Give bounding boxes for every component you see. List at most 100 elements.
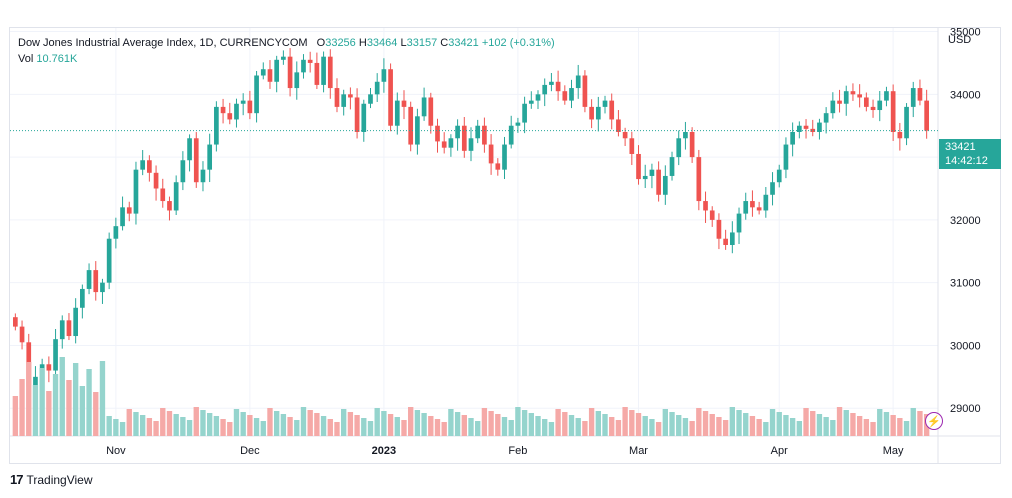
y-tick-label: 35000 xyxy=(950,28,981,39)
candle-body xyxy=(495,163,501,170)
volume-bar xyxy=(568,415,575,436)
volume-bar xyxy=(655,422,662,436)
candle-body xyxy=(843,91,849,104)
volume-bar xyxy=(508,420,514,436)
currency-label[interactable]: USD xyxy=(948,34,972,46)
candle-body xyxy=(676,138,682,158)
volume-bar xyxy=(206,413,213,436)
volume-bar xyxy=(789,418,796,436)
last-price-tag: 33421 14:42:12 xyxy=(939,139,1001,169)
volume-bar xyxy=(528,413,534,436)
volume-bar xyxy=(521,410,528,436)
candle-body xyxy=(910,88,916,107)
candle-body xyxy=(823,113,829,123)
volume-bar xyxy=(334,422,340,436)
candle-body xyxy=(689,132,695,158)
candle-body xyxy=(374,81,380,95)
volume-bar xyxy=(434,419,441,436)
volume-bar xyxy=(173,414,179,436)
candle-body xyxy=(187,138,192,161)
volume-bar xyxy=(213,416,220,436)
candle-body xyxy=(696,157,702,202)
candle-body xyxy=(649,169,655,176)
volume-bar xyxy=(736,410,742,436)
candle-body xyxy=(502,144,507,170)
volume-bar xyxy=(86,369,92,436)
candle-body xyxy=(575,75,581,89)
volume-bar xyxy=(160,408,166,436)
candle-body xyxy=(46,364,52,371)
candle-body xyxy=(870,106,876,111)
volume-bar xyxy=(722,420,729,436)
last-price-value: 33421 xyxy=(945,141,976,153)
volume-bar xyxy=(39,368,45,436)
volume-bar xyxy=(756,419,762,436)
candle-body xyxy=(662,175,668,195)
volume-bar xyxy=(729,407,736,436)
candle-body xyxy=(528,100,534,104)
volume-bar xyxy=(119,422,126,436)
candle-body xyxy=(173,182,179,211)
volume-bar xyxy=(669,412,675,436)
candle-body xyxy=(415,116,420,145)
candle-body xyxy=(515,122,521,126)
candle-body xyxy=(703,201,708,211)
volume-bar xyxy=(347,412,354,436)
volume-bar xyxy=(247,415,253,436)
candle-body xyxy=(482,125,487,145)
symbol-title[interactable]: Dow Jones Industrial Average Index, 1D, … xyxy=(18,37,308,49)
volume-bar xyxy=(133,412,139,436)
volume-bar xyxy=(796,421,803,436)
volume-bar xyxy=(836,407,843,436)
candle-body xyxy=(589,106,594,120)
candle-body xyxy=(817,122,822,132)
volume-bar xyxy=(810,411,816,436)
candle-body xyxy=(133,169,139,214)
volume-value: 10.761K xyxy=(36,53,78,65)
candle-body xyxy=(917,88,923,101)
volume-bar xyxy=(602,414,608,436)
volume-bar xyxy=(776,412,782,436)
candle-body xyxy=(616,119,621,132)
chart-legend: Dow Jones Industrial Average Index, 1D, … xyxy=(18,35,555,51)
lightning-icon[interactable]: ⚡ xyxy=(925,412,943,430)
candle-body xyxy=(776,169,782,183)
volume-bar xyxy=(863,419,870,436)
volume-bar xyxy=(401,420,407,436)
candle-body xyxy=(750,201,755,208)
volume-bar xyxy=(106,416,112,436)
candle-body xyxy=(113,226,119,239)
volume-bar xyxy=(126,409,132,436)
volume-bar xyxy=(897,418,903,436)
volume-bar xyxy=(280,414,287,436)
candle-body xyxy=(294,72,300,89)
volume-bar xyxy=(555,409,561,436)
volume-bar xyxy=(19,379,25,436)
candle-body xyxy=(642,175,648,180)
volume-bar xyxy=(314,413,320,436)
candle-body xyxy=(388,69,393,126)
candlestick-chart[interactable]: 29000300003100032000330003400035000NovDe… xyxy=(10,28,1000,463)
volume-bar xyxy=(260,421,266,436)
low-value: 33157 xyxy=(406,37,438,49)
candle-body xyxy=(421,97,427,117)
volume-bar xyxy=(240,412,246,436)
candle-body xyxy=(770,182,775,195)
volume-bar xyxy=(461,415,467,436)
volume-bar xyxy=(253,418,260,436)
footer-brand[interactable]: 17 TradingView xyxy=(10,472,93,487)
candle-body xyxy=(167,201,172,211)
candle-body xyxy=(120,207,125,227)
x-tick-label: May xyxy=(883,445,904,457)
volume-bar xyxy=(300,407,307,436)
volume-bar xyxy=(341,409,347,436)
candle-body xyxy=(100,282,105,293)
tradingview-logo-icon: 17 xyxy=(10,472,24,487)
volume-bar xyxy=(59,357,65,436)
candle-body xyxy=(736,213,742,233)
volume-bar xyxy=(743,413,749,436)
candle-body xyxy=(126,207,132,214)
candle-body xyxy=(595,106,601,120)
volume-bar xyxy=(870,422,876,436)
candle-body xyxy=(334,88,340,107)
